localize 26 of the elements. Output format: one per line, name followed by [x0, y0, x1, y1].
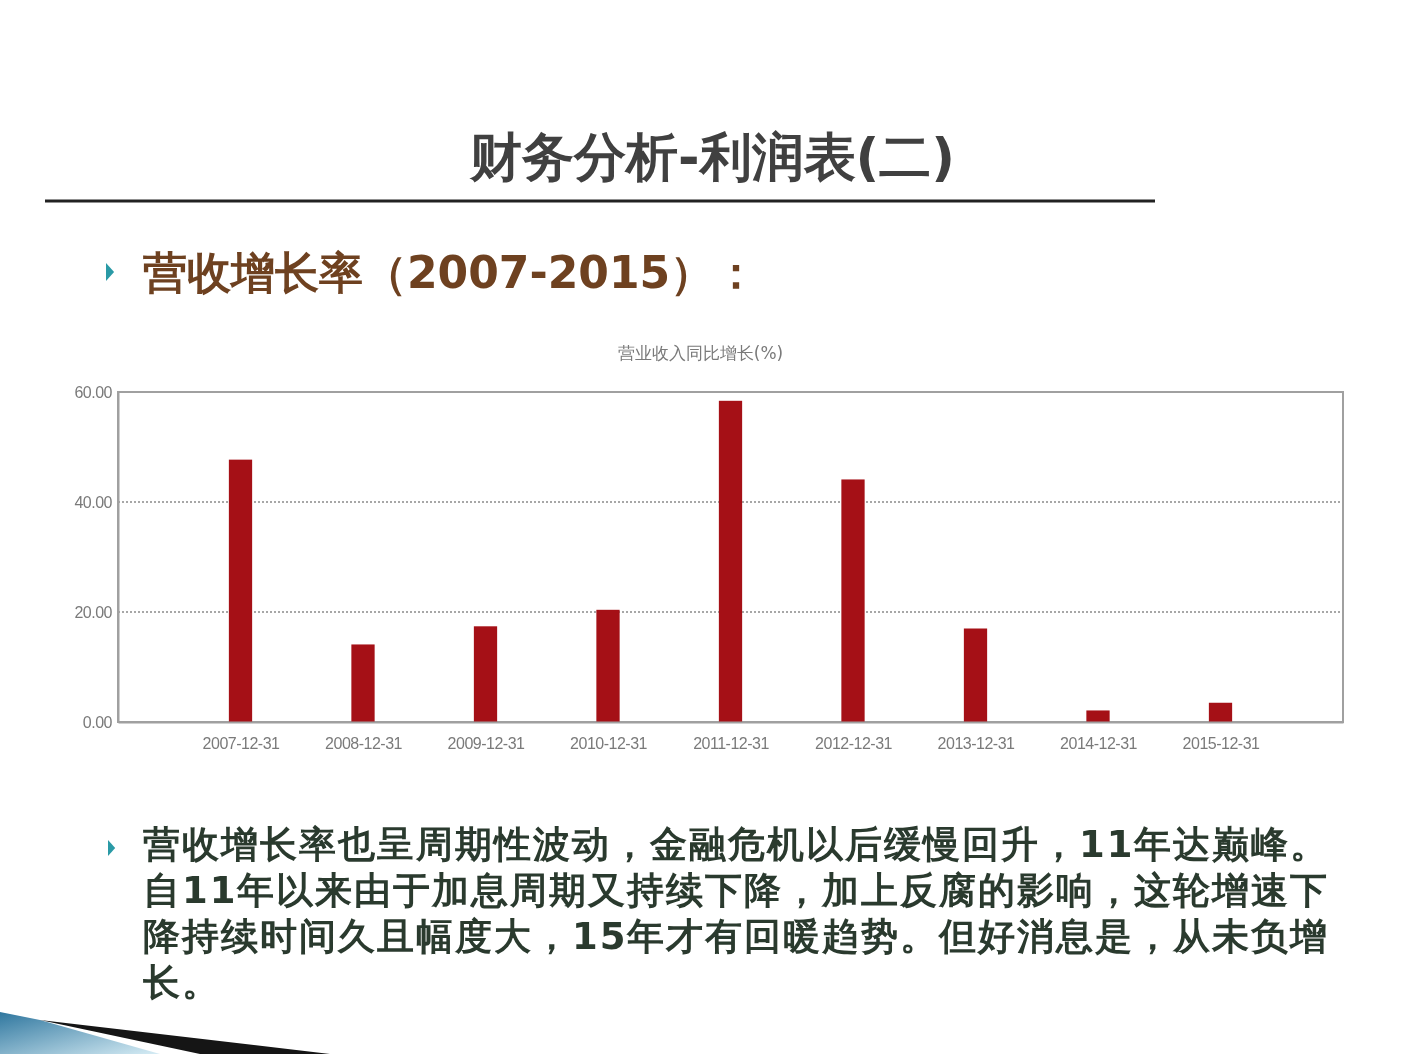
bar: [228, 459, 253, 722]
x-tick-label: 2009-12-31: [447, 735, 526, 753]
bar: [1086, 710, 1110, 722]
y-tick-label: 60.00: [74, 383, 113, 401]
chart-subtitle: 营收增长率（2007-2015）：: [143, 247, 759, 298]
text: 营业收入同比增长(%): [617, 343, 784, 363]
x-tick-label: 2013-12-31: [937, 735, 1016, 753]
bar: [1208, 702, 1233, 722]
bar: [841, 479, 865, 722]
x-tick-label: 2012-12-31: [815, 735, 893, 753]
x-tick-label: 2011-12-31: [693, 735, 770, 753]
y-tick-label: 20.00: [74, 603, 113, 621]
text: 营收增长率也呈周期性波动，金融危机以后缓慢回升，11年达巅峰。自11年以来由于加息周期又持续下降，加上反腐的影响，这轮增速下降持续时间久且幅度大，15年才有回暖趋势。但好消息是，从未负增长。: [143, 822, 1331, 1006]
x-tick-label: 2008-12-31: [325, 735, 403, 753]
bar: [963, 628, 988, 722]
bar: [596, 609, 620, 722]
y-tick-label: 40.00: [74, 493, 113, 511]
bar: [351, 644, 375, 722]
chart-title: 财务分析-利润表(二): [469, 127, 956, 187]
x-tick-label: 2010-12-31: [570, 735, 648, 753]
x-tick-label: 2014-12-31: [1060, 735, 1138, 753]
bar: [473, 626, 498, 722]
y-tick-label: 0.00: [82, 713, 113, 731]
x-tick-label: 2015-12-31: [1182, 735, 1261, 753]
x-tick-label: 2007-12-31: [202, 735, 281, 753]
bar: [718, 400, 743, 722]
